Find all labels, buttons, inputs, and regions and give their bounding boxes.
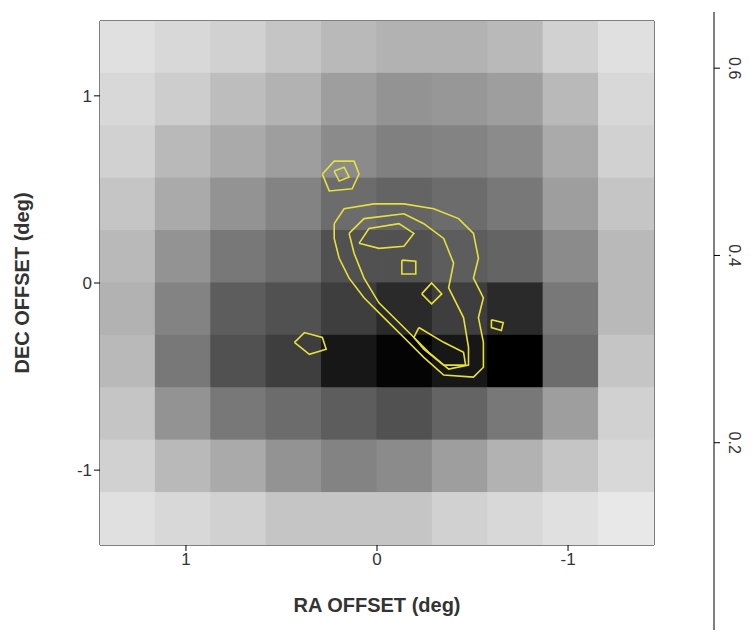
svg-text:0: 0 xyxy=(83,274,92,293)
svg-text:0: 0 xyxy=(372,550,381,569)
svg-text:1: 1 xyxy=(181,550,190,569)
svg-text:-1: -1 xyxy=(77,461,92,480)
svg-text:1: 1 xyxy=(83,87,92,106)
svg-text:RA OFFSET (deg): RA OFFSET (deg) xyxy=(293,594,460,616)
svg-text:0.2: 0.2 xyxy=(726,432,743,454)
svg-text:0.6: 0.6 xyxy=(726,57,743,79)
svg-text:-1: -1 xyxy=(560,550,575,569)
svg-text:DEC OFFSET (deg): DEC OFFSET (deg) xyxy=(11,192,33,373)
svg-text:0.4: 0.4 xyxy=(726,244,743,266)
